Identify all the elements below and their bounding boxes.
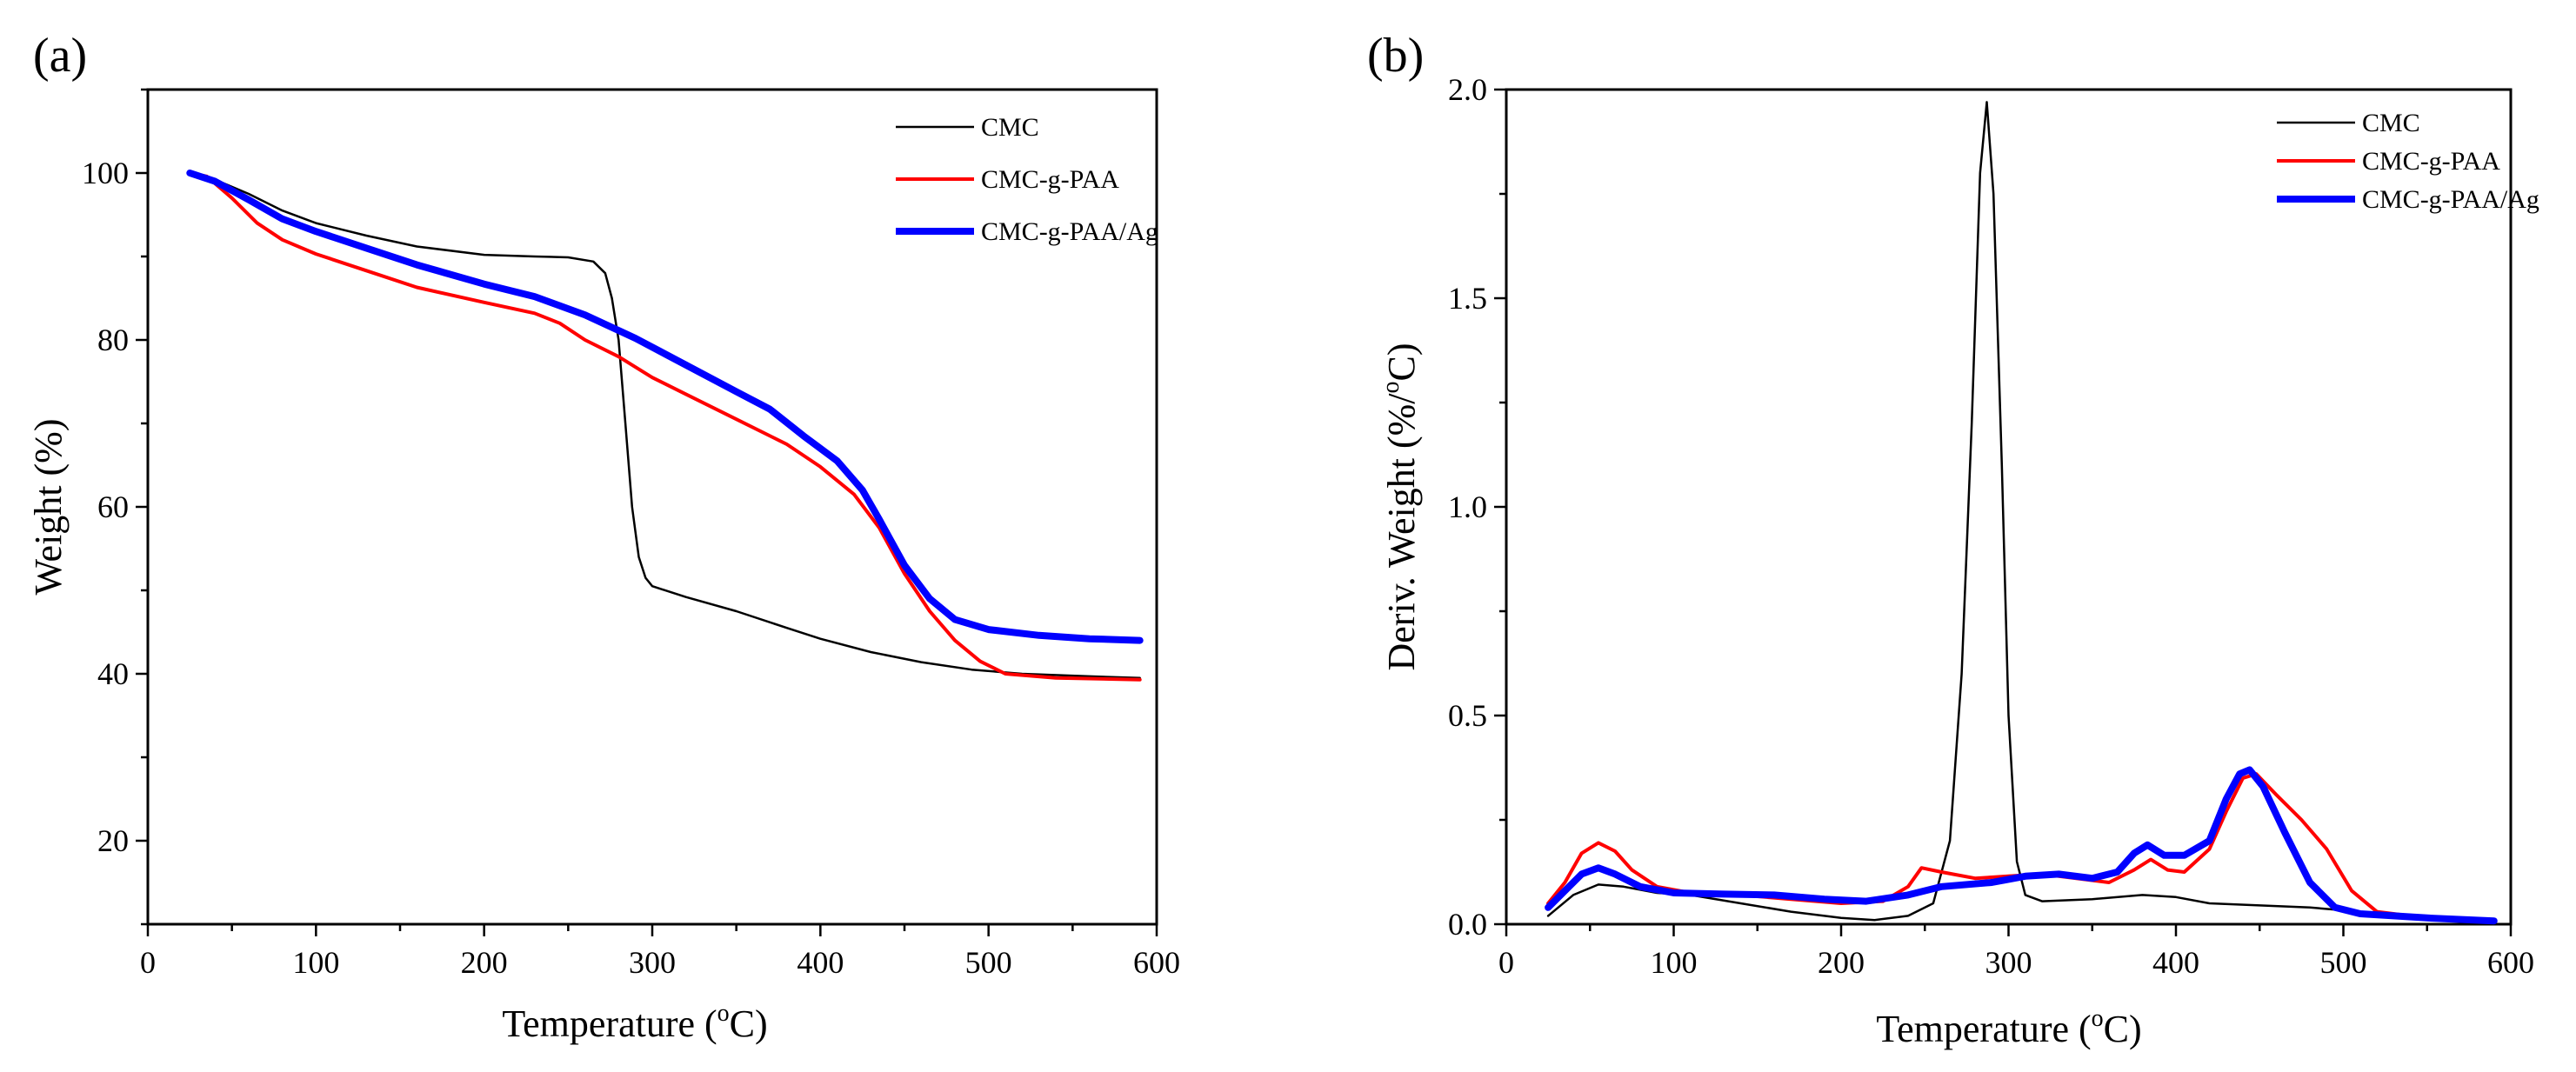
panel-a-legend-label: CMC [981,113,1039,142]
panel-b-legend: CMC CMC-g-PAA CMC-g-PAA/Ag [2277,109,2539,214]
panel-a-x-tick-label: 100 [292,945,339,980]
panel-a-series-lines [186,170,1144,682]
panel-b-y-tick-label: 0.0 [1448,907,1487,942]
panel-a-series-cmc-g-paa [188,171,1142,682]
panel-b-y-tick-label: 2.0 [1448,72,1487,107]
panel-b-x-tick-label: 100 [1651,945,1698,980]
panel-a-y-axis-title: Weight (%) [27,419,70,596]
panel-a-x-tick-label: 0 [140,945,156,980]
panel-a-label: (a) [33,29,87,83]
panel-b-label: (b) [1367,29,1424,83]
panel-b-x-tick-label: 400 [2152,945,2199,980]
panel-b-plot-frame [1505,88,2513,926]
panel-a-legend-label: CMC-g-PAA [981,165,1119,194]
panel-b-x-tick-label: 300 [1985,945,2032,980]
panel-a-plot-frame [146,88,1158,926]
panel-a-series-cmc-g-paa-ag [186,170,1144,644]
panel-a-y-tick-label: 20 [97,823,129,858]
panel-b-legend-label: CMC [2362,109,2420,137]
panel-a-x-tick-label: 300 [629,945,676,980]
panel-a-x-axis-title: Temperature (oC) [502,1000,767,1045]
panel-a-y-tick-label: 60 [97,489,129,524]
panel-b: (b) 0 100 200 300 400 500 600 0.0 0.5 1.0 1.5 2.0 T… [1367,29,2539,1050]
panel-b-series-cmc-g-paa [1546,772,2496,923]
panel-b-x-tick-label: 0 [1498,945,1514,980]
panel-b-x-tick-label: 200 [1818,945,1865,980]
panel-b-x-tick-label: 500 [2320,945,2367,980]
panel-b-x-axis-title: Temperature (oC) [1876,1005,2141,1050]
panel-b-ticks: 0 100 200 300 400 500 600 0.0 0.5 1.0 1.5 2.0 [1448,72,2534,980]
panel-a-y-tick-label: 40 [97,656,129,691]
panel-b-legend-label: CMC-g-PAA [2362,147,2500,176]
panel-b-y-tick-label: 1.0 [1448,489,1487,524]
panel-a: (a) 0 100 200 300 400 500 600 20 40 60 80 100 Tempe… [27,29,1180,1045]
panel-a-y-tick-label: 100 [82,156,129,190]
panel-a-y-tick-label: 80 [97,323,129,357]
panel-b-legend-label: CMC-g-PAA/Ag [2362,185,2539,214]
panel-a-x-tick-label: 200 [461,945,508,980]
panel-b-y-axis-title: Deriv. Weight (%/oC) [1378,343,1423,670]
panel-a-x-tick-label: 500 [965,945,1012,980]
panel-a-x-tick-label: 600 [1133,945,1180,980]
panel-b-y-tick-label: 0.5 [1448,698,1487,733]
panel-a-legend: CMC CMC-g-PAA CMC-g-PAA/Ag [896,113,1158,246]
panel-b-series-lines [1545,101,2498,925]
panel-b-series-cmc [1546,101,2496,922]
panel-a-x-tick-label: 400 [797,945,844,980]
panel-a-series-cmc [189,171,1141,680]
panel-b-x-tick-label: 600 [2487,945,2534,980]
panel-a-ticks: 0 100 200 300 400 500 600 20 40 60 80 100 [82,88,1180,980]
panel-b-y-tick-label: 1.5 [1448,281,1487,316]
panel-a-legend-label: CMC-g-PAA/Ag [981,217,1158,246]
panel-b-series-cmc-g-paa-ag [1545,766,2498,925]
